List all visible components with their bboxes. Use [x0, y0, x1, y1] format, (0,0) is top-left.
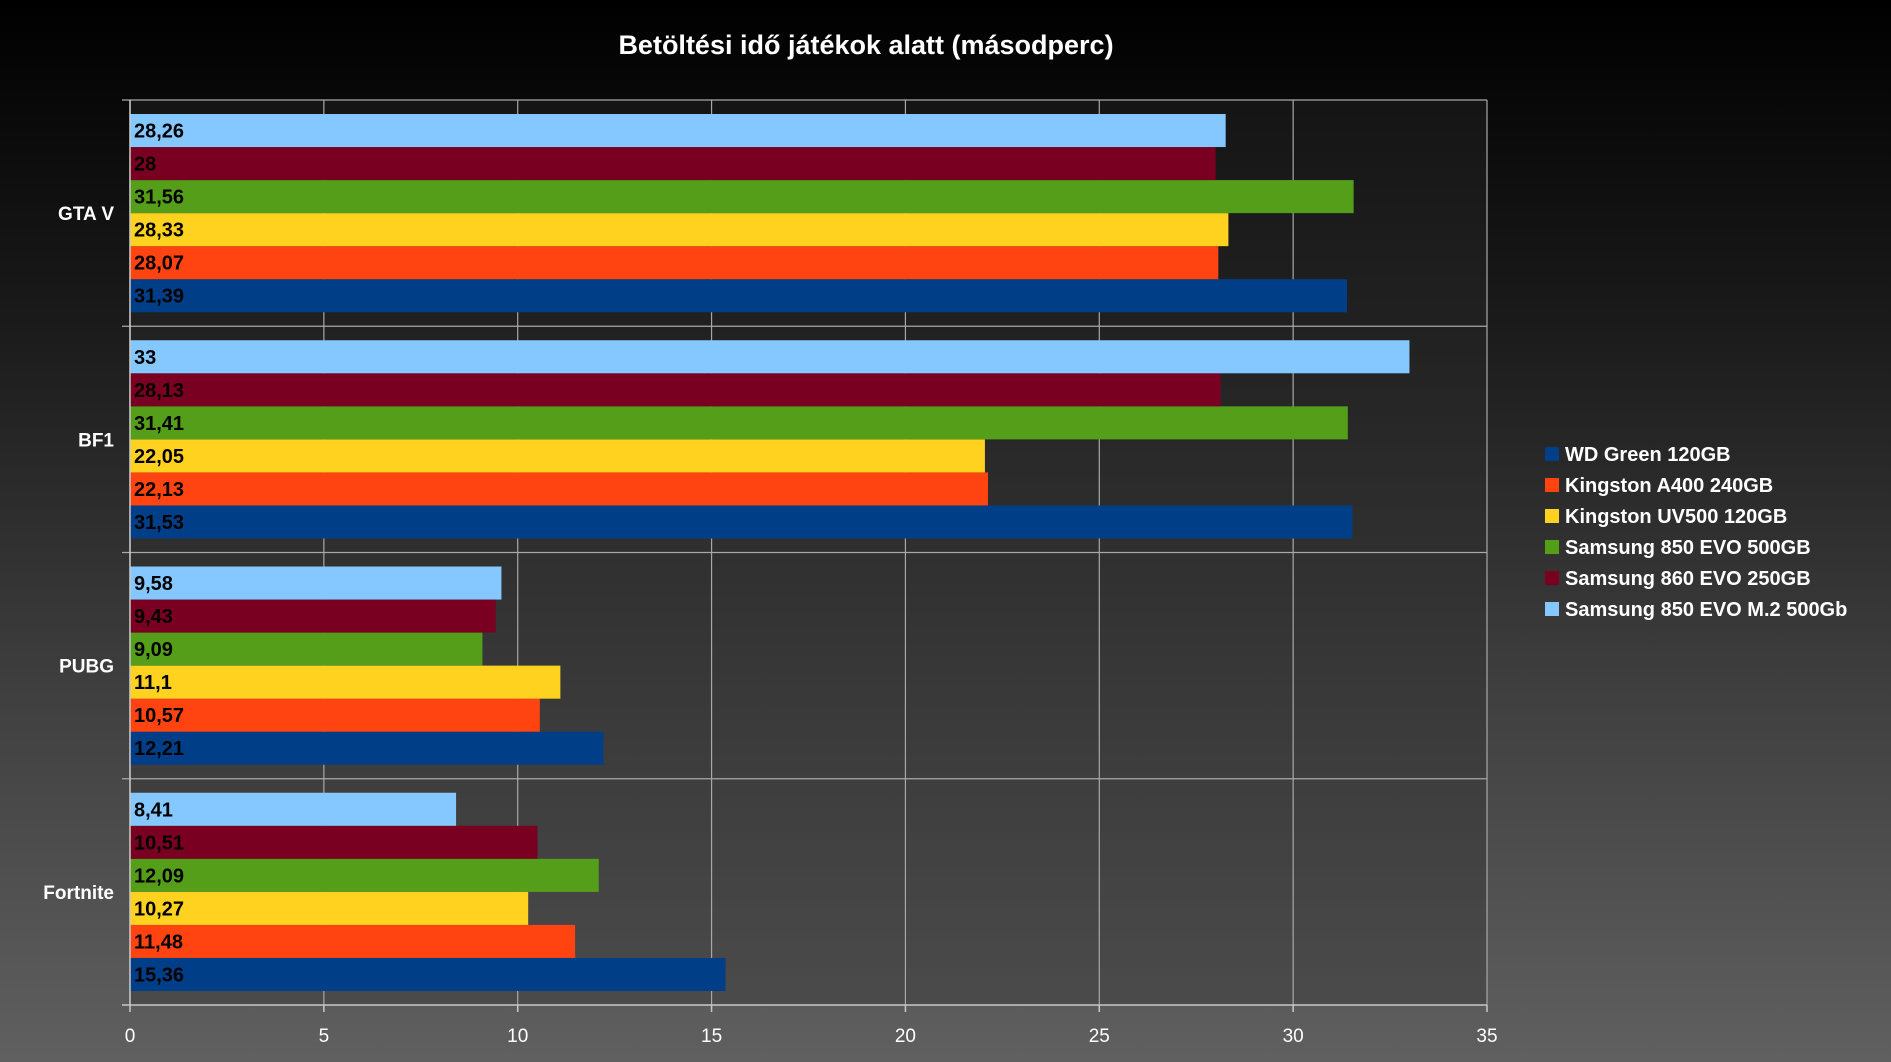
bar-data-label: 8,41: [134, 799, 173, 821]
category-label: Fortnite: [43, 883, 114, 904]
bar-data-label: 10,27: [134, 898, 184, 920]
legend-entry: Kingston A400 240GB: [1565, 475, 1773, 497]
bar: [130, 599, 496, 633]
bar: [130, 566, 502, 600]
bar-data-label: 31,56: [134, 187, 184, 209]
legend-swatch: [1545, 602, 1559, 616]
bars: 31,39 28,07 28,33 31,56 28 28,26 31,53 22,13 22,…: [130, 114, 1410, 991]
legend-entry: Samsung 860 EVO 250GB: [1565, 568, 1811, 590]
bar: [130, 792, 457, 826]
bar-data-label: 12,09: [134, 865, 184, 887]
bar: [130, 340, 1410, 374]
bar: [130, 147, 1216, 181]
bar-data-label: 28,26: [134, 121, 184, 143]
legend-swatch: [1545, 509, 1559, 523]
x-tick-label: 15: [701, 1026, 722, 1047]
legend-entry: Kingston UV500 120GB: [1565, 506, 1787, 528]
bar: [130, 439, 985, 473]
bar: [130, 825, 538, 859]
bar: [130, 698, 540, 732]
bar: [130, 858, 599, 892]
x-tick-label: 0: [125, 1026, 136, 1047]
bar-data-label: 31,41: [134, 413, 184, 435]
x-tick-label: 10: [507, 1026, 528, 1047]
bar-data-label: 22,13: [134, 479, 184, 501]
bar: [130, 505, 1353, 539]
bar-data-label: 31,39: [134, 286, 184, 308]
legend-swatch: [1545, 447, 1559, 461]
bar: [130, 279, 1348, 313]
x-tick-label: 20: [895, 1026, 916, 1047]
bar-data-label: 15,36: [134, 964, 184, 986]
bar-data-label: 10,57: [134, 705, 184, 727]
legend-swatch: [1545, 571, 1559, 585]
bar-data-label: 11,1: [134, 672, 172, 694]
bar: [130, 114, 1226, 148]
bar-data-label: 33: [134, 347, 156, 369]
x-tick-label: 35: [1476, 1026, 1497, 1047]
category-label: GTA V: [58, 204, 114, 225]
legend-entry: Samsung 850 EVO M.2 500Gb: [1565, 599, 1847, 621]
legend-swatch: [1545, 478, 1559, 492]
legend: WD Green 120GB Kingston A400 240GB Kingsto…: [1545, 444, 1847, 621]
bar-data-label: 9,58: [134, 573, 173, 595]
bar-data-label: 31,53: [134, 512, 184, 534]
bar: [130, 180, 1354, 214]
x-tick-label: 25: [1089, 1026, 1110, 1047]
category-label: BF1: [78, 430, 114, 451]
bar: [130, 246, 1219, 280]
bar: [130, 213, 1229, 247]
bar-data-label: 10,51: [134, 832, 184, 854]
bar: [130, 373, 1221, 407]
bar: [130, 406, 1348, 440]
x-tick-label: 5: [319, 1026, 330, 1047]
chart-title: Betöltési idő játékok alatt (másodperc): [618, 30, 1113, 60]
bar: [130, 472, 989, 506]
bar: [130, 632, 483, 666]
legend-entry: Samsung 850 EVO 500GB: [1565, 537, 1811, 559]
bar-data-label: 11,48: [134, 931, 183, 953]
category-label: PUBG: [59, 657, 114, 678]
legend-swatch: [1545, 540, 1559, 554]
bar-data-label: 9,43: [134, 606, 173, 628]
legend-entry: WD Green 120GB: [1565, 444, 1731, 466]
bar: [130, 924, 576, 958]
bar: [130, 891, 529, 925]
bar-data-label: 28: [134, 154, 156, 176]
axes: 0 5 10 15 20 25 30 35 GTA V BF1 PUBG Fortnite: [43, 100, 1498, 1047]
bar-data-label: 9,09: [134, 639, 173, 661]
bar: [130, 957, 726, 991]
x-tick-label: 30: [1283, 1026, 1304, 1047]
bar-data-label: 28,13: [134, 380, 184, 402]
bar-data-label: 12,21: [134, 738, 184, 760]
bar-data-label: 28,33: [134, 220, 184, 242]
bar: [130, 665, 561, 699]
bar-data-label: 22,05: [134, 446, 184, 468]
bar-data-label: 28,07: [134, 253, 184, 275]
bar: [130, 731, 604, 765]
